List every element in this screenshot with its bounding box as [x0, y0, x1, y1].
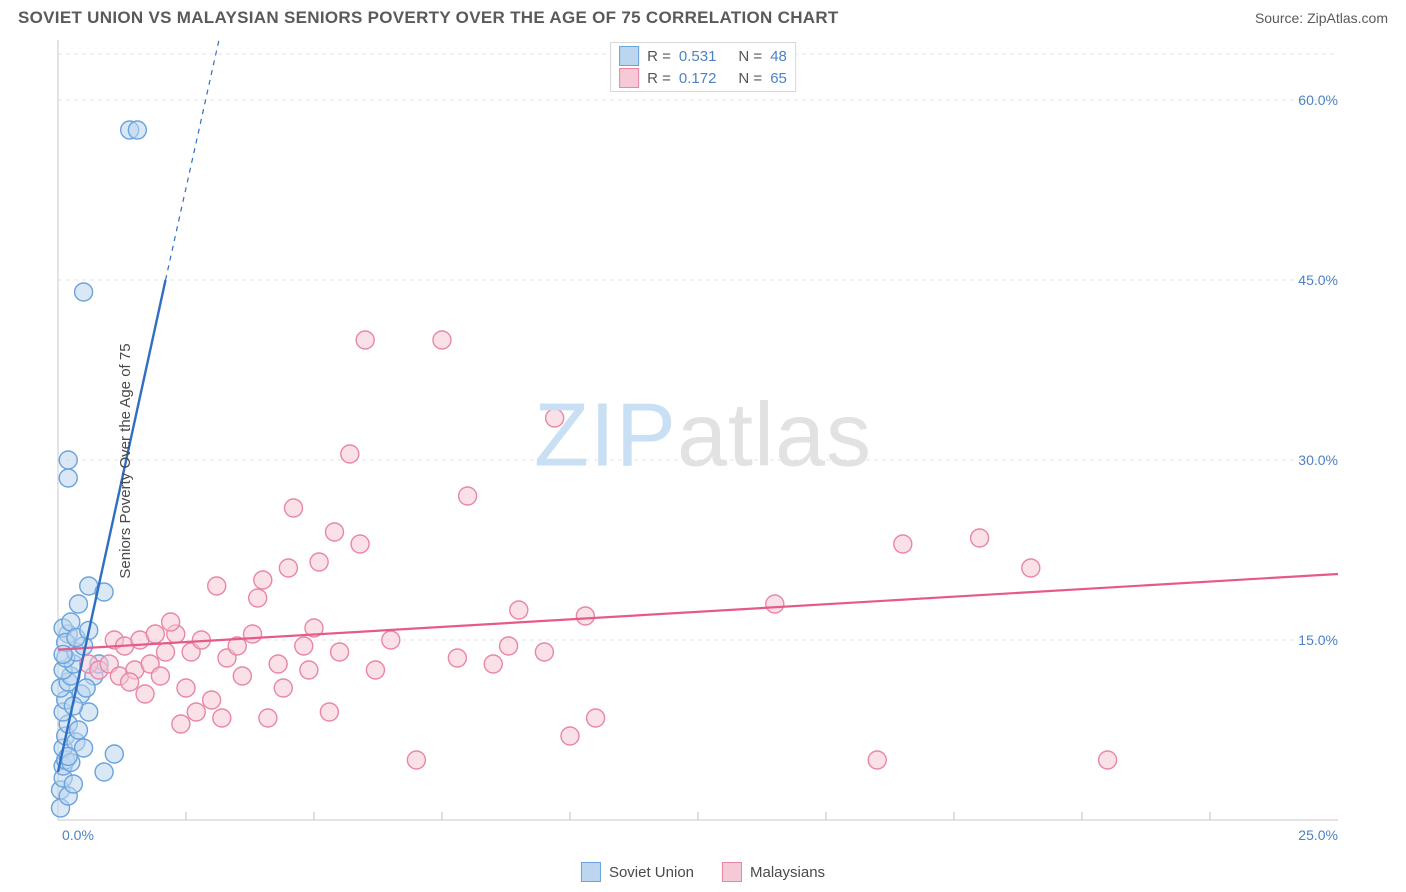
svg-text:15.0%: 15.0% — [1298, 632, 1338, 648]
series-legend: Soviet Union Malaysians — [581, 862, 825, 882]
swatch-malaysian — [619, 68, 639, 88]
y-axis-label: Seniors Poverty Over the Age of 75 — [117, 343, 134, 578]
swatch-soviet — [581, 862, 601, 882]
n-value: 65 — [770, 70, 787, 87]
corr-row-soviet: R = 0.531 N = 48 — [617, 45, 789, 67]
r-value: 0.531 — [679, 48, 717, 65]
legend-item-soviet: Soviet Union — [581, 862, 694, 882]
r-value: 0.172 — [679, 70, 717, 87]
scatter-chart: 15.0% 30.0% 45.0% 60.0% 0.0% 25.0% — [18, 40, 1338, 860]
legend-label: Soviet Union — [609, 864, 694, 881]
r-label: R = — [647, 70, 671, 87]
svg-text:30.0%: 30.0% — [1298, 452, 1338, 468]
r-label: R = — [647, 48, 671, 65]
n-label: N = — [738, 48, 762, 65]
header: SOVIET UNION VS MALAYSIAN SENIORS POVERT… — [0, 0, 1406, 32]
n-label: N = — [738, 70, 762, 87]
svg-text:45.0%: 45.0% — [1298, 272, 1338, 288]
n-value: 48 — [770, 48, 787, 65]
swatch-soviet — [619, 46, 639, 66]
svg-text:60.0%: 60.0% — [1298, 92, 1338, 108]
legend-item-malaysian: Malaysians — [722, 862, 825, 882]
source-label: Source: ZipAtlas.com — [1255, 10, 1388, 26]
correlation-legend: R = 0.531 N = 48 R = 0.172 N = 65 — [610, 42, 796, 92]
chart-title: SOVIET UNION VS MALAYSIAN SENIORS POVERT… — [18, 8, 839, 28]
chart-area: Seniors Poverty Over the Age of 75 ZIPat… — [18, 40, 1388, 882]
svg-text:0.0%: 0.0% — [62, 827, 94, 843]
corr-row-malaysian: R = 0.172 N = 65 — [617, 67, 789, 89]
svg-text:25.0%: 25.0% — [1298, 827, 1338, 843]
legend-label: Malaysians — [750, 864, 825, 881]
swatch-malaysian — [722, 862, 742, 882]
